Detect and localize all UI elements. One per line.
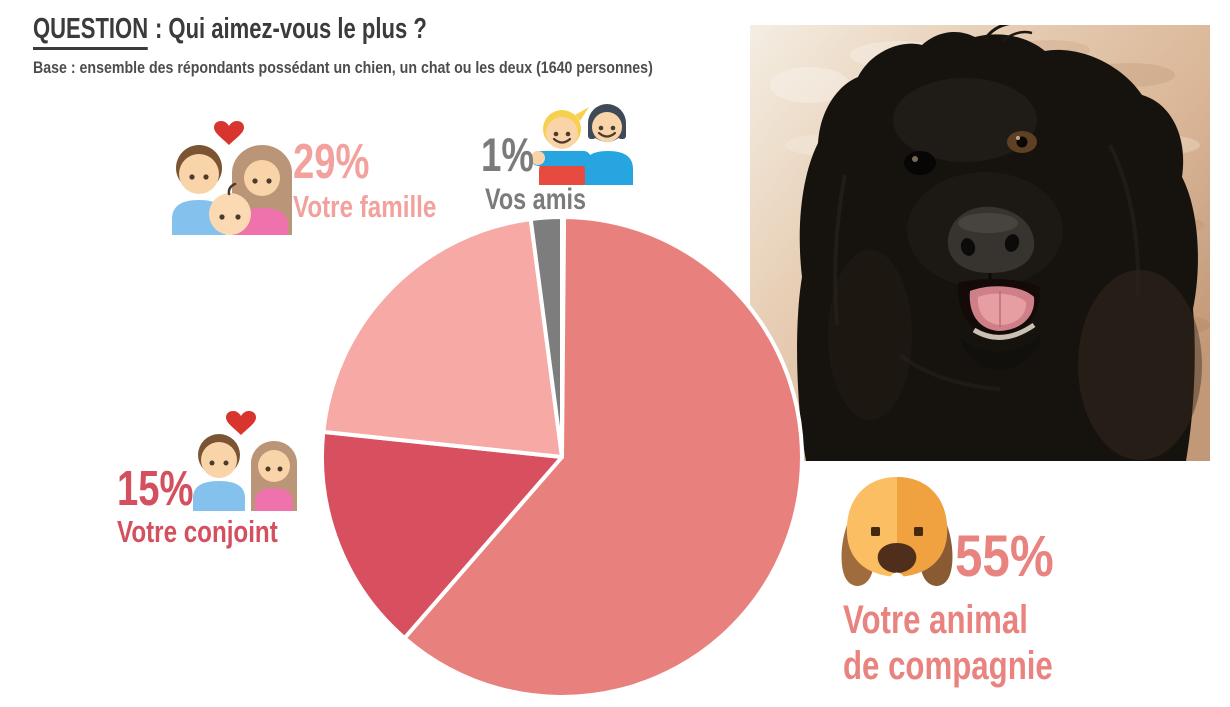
dog-icon	[841, 477, 953, 586]
photo-dog	[797, 25, 1202, 461]
animal-label: Votre animal de compagnie	[843, 597, 1112, 689]
dog-mouth	[957, 278, 1042, 371]
dog-left-eye	[904, 151, 936, 175]
pie-slice-famille	[321, 217, 564, 459]
page-title: QUESTION: Qui aimez-vous le plus ?	[33, 13, 551, 50]
famille-percent: 29%	[293, 135, 370, 189]
base-note: Base : ensemble des répondants possédant…	[33, 59, 653, 77]
amis-percent: 1%	[481, 128, 534, 181]
animal-percent: 55%	[955, 524, 1054, 589]
pie-slice-amis	[528, 215, 564, 459]
title-question-text: : Qui aimez-vous le plus ?	[154, 13, 427, 45]
conjoint-percent: 15%	[117, 462, 194, 516]
dog-photo	[750, 25, 1210, 461]
amis-label: Vos amis	[485, 183, 587, 216]
couple-icon	[193, 411, 297, 511]
pie-slice-animal	[402, 215, 804, 699]
family-icon	[172, 121, 292, 235]
heart-icon	[214, 121, 244, 145]
animal-label-line2: de compagnie	[843, 644, 1053, 688]
friends-icon	[531, 104, 633, 185]
pie-slice-conjoint	[319, 429, 564, 641]
famille-label: Votre famille	[293, 189, 437, 224]
conjoint-label: Votre conjoint	[117, 514, 278, 549]
animal-label-line1: Votre animal	[843, 598, 1028, 642]
heart-icon	[226, 411, 256, 435]
title-question-word: QUESTION	[33, 13, 149, 50]
